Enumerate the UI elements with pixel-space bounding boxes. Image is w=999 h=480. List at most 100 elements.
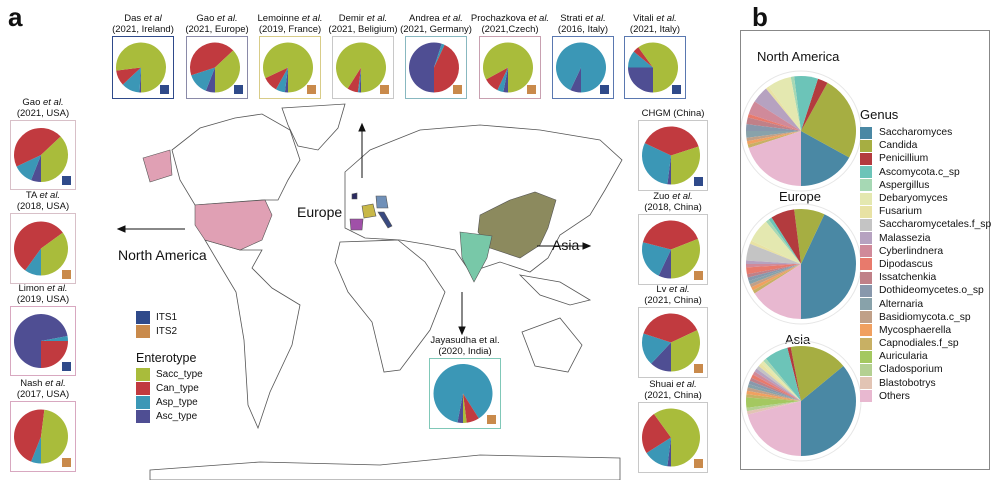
its1-badge bbox=[62, 362, 71, 371]
enterotype-pie bbox=[628, 42, 678, 93]
legend-label: Asp_type bbox=[156, 396, 198, 408]
enterotype-slice-asp-type bbox=[628, 51, 653, 68]
study-year-country: (2021,Czech) bbox=[481, 24, 539, 35]
its2-badge bbox=[62, 458, 71, 467]
study-year-country: (2019, USA) bbox=[16, 294, 70, 305]
enterotype-pie bbox=[642, 313, 700, 372]
enterotype-slice-sacc-type bbox=[638, 42, 678, 93]
study-pie-7: Vitali et al. (2021, Italy) bbox=[624, 13, 686, 99]
genus-slice-capnodiales-f-sp bbox=[747, 131, 801, 148]
enterotype-legend-title: Enterotype bbox=[136, 351, 197, 365]
study-year-country: (2021, China) bbox=[644, 295, 702, 306]
legend-label: Capnodiales.f_sp bbox=[879, 338, 959, 350]
legend-label: ITS1 bbox=[156, 311, 178, 323]
study-label: Das et al (2021, Ireland) bbox=[92, 13, 194, 35]
genus-slice-auricularia bbox=[746, 397, 801, 408]
its2-badge bbox=[527, 85, 536, 94]
genus-legend-item: Debaryomyces bbox=[860, 192, 991, 205]
legend-swatch bbox=[860, 311, 872, 324]
genus-legend-item: Others bbox=[860, 390, 991, 403]
legend-its1: ITS1 bbox=[136, 310, 177, 324]
enterotype-slice-asp-type bbox=[646, 437, 671, 467]
enterotype-slice-sacc-type bbox=[671, 330, 700, 372]
map-usa bbox=[194, 199, 273, 251]
pie-title: Europe bbox=[779, 189, 821, 204]
enterotype-pie bbox=[556, 42, 606, 93]
enterotype-slice-asc-type bbox=[667, 437, 671, 467]
study-label: Prochazkova et al. (2021,Czech) bbox=[459, 13, 561, 35]
genus-slice-basidiomycota-c-sp bbox=[746, 387, 801, 401]
legend-swatch bbox=[860, 271, 872, 284]
enterotype-pie bbox=[642, 220, 700, 279]
genus-slice-cyberlindnera bbox=[746, 264, 801, 268]
map-antarctica bbox=[149, 454, 621, 480]
legend-swatch bbox=[860, 337, 872, 350]
legend-label: Mycosphaerella bbox=[879, 324, 952, 336]
legend-label: Cladosporium bbox=[879, 364, 943, 376]
genus-slice-issatchenkia bbox=[746, 264, 801, 278]
enterotype-slice-asp-type bbox=[434, 43, 445, 68]
study-author: Lemoinne bbox=[257, 13, 300, 24]
study-pie-3: Demir et al. (2021, Beligium) bbox=[328, 13, 398, 99]
its1-badge bbox=[600, 85, 609, 94]
study-label: Strati et al. (2016, Italy) bbox=[532, 13, 634, 35]
legend-label: Auricularia bbox=[879, 351, 928, 363]
region-label-europe: Europe bbox=[297, 204, 343, 220]
enterotype-slice-sacc-type bbox=[41, 136, 68, 182]
study-year-country: (2021, China) bbox=[644, 390, 702, 401]
genus-slice-aspergillus bbox=[765, 219, 801, 264]
genus-slice-fusarium bbox=[749, 240, 801, 264]
enterotype-slice-asc-type bbox=[359, 67, 361, 93]
genus-slice-malassezia bbox=[754, 88, 801, 131]
enterotype-slice-asc-type bbox=[457, 393, 463, 423]
legend-label: Asc_type bbox=[156, 410, 198, 422]
enterotype-slice-asc-type bbox=[570, 67, 581, 93]
enterotype-slice-can-type bbox=[643, 313, 698, 343]
study-etal: et al. bbox=[585, 13, 606, 24]
map-africa bbox=[334, 239, 446, 373]
genus-legend-item: Issatchenkia bbox=[860, 271, 991, 284]
enterotype-slice-sacc-type bbox=[671, 146, 700, 185]
legend-label: Alternaria bbox=[879, 298, 924, 310]
study-etal: et al. bbox=[39, 190, 61, 201]
study-pie-11: Nash et al. (2017, USA) bbox=[10, 378, 76, 472]
enterotype-slice-asc-type bbox=[205, 67, 215, 93]
study-pie-1: Gao et al. (2021, Europe) bbox=[185, 13, 249, 99]
genus-slice-candida bbox=[794, 208, 825, 264]
genus-slice-blastobotrys bbox=[746, 401, 801, 415]
its1-badge bbox=[160, 85, 169, 94]
enterotype-pie bbox=[14, 409, 68, 464]
study-etal: et al. bbox=[528, 13, 550, 24]
genus-slice-basidiomycota-c-sp bbox=[749, 264, 801, 288]
enterotype-slice-can-type bbox=[434, 44, 459, 93]
genus-legend-item: Mycosphaerella bbox=[860, 324, 991, 337]
genus-slice-mycosphaerella bbox=[746, 390, 801, 401]
legend-swatch bbox=[860, 284, 872, 297]
study-year-country: (2021, Germany) bbox=[400, 24, 472, 35]
study-year-country: (2021, Italy) bbox=[629, 24, 681, 35]
enterotype-slice-asc-type bbox=[503, 67, 508, 93]
genus-legend-item: Ascomycota.c_sp bbox=[860, 166, 991, 179]
study-year-country: (2017, USA) bbox=[16, 389, 70, 400]
study-pie-4: Andrea et al. (2021, Germany) bbox=[400, 13, 472, 99]
enterotype-slice-can-type bbox=[644, 126, 699, 156]
genus-slice-penicillium bbox=[771, 209, 801, 264]
enterotype-pie bbox=[14, 128, 68, 182]
genus-slice-capnodiales-f-sp bbox=[752, 264, 801, 294]
legend-swatch bbox=[860, 298, 872, 311]
legend-swatch bbox=[136, 367, 150, 381]
study-author: Jayasudha et al. bbox=[430, 335, 500, 346]
enterotype-pie bbox=[14, 314, 68, 368]
enterotype-slice-asp-type bbox=[191, 67, 215, 91]
legend-label: Blastobotrys bbox=[879, 377, 936, 389]
enterotype-pie bbox=[483, 42, 533, 93]
enterotype-slice-asc-type bbox=[284, 67, 288, 93]
genus-slice-malassezia bbox=[746, 260, 801, 264]
map-canada bbox=[171, 113, 301, 206]
study-etal: et al bbox=[143, 13, 162, 24]
region-label-north-america: North America bbox=[118, 247, 207, 263]
its1-badge bbox=[234, 85, 243, 94]
study-etal: et al. bbox=[217, 13, 238, 24]
legend-swatch bbox=[860, 377, 872, 390]
